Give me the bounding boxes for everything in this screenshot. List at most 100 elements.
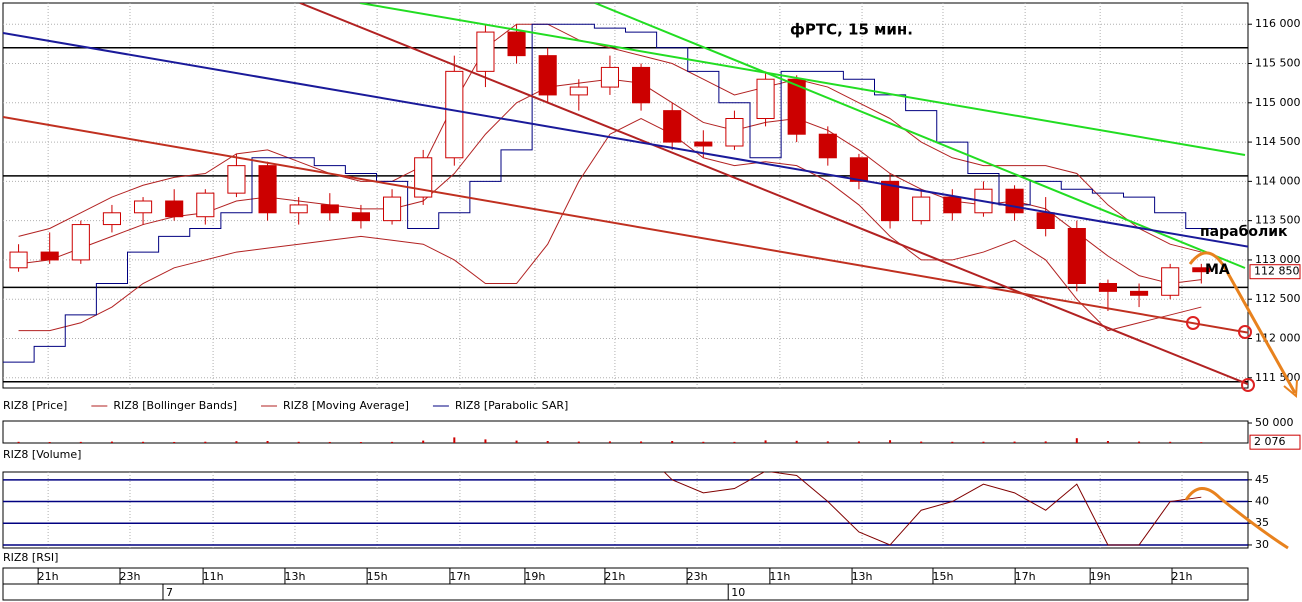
volume-bar <box>17 441 20 443</box>
volume-bar <box>1169 441 1172 443</box>
volume-bar <box>640 441 643 443</box>
x-tick-label: 21h <box>604 570 625 583</box>
candle-body <box>632 66 651 104</box>
y-tick-label: 113 500 <box>1255 214 1301 227</box>
candle-body <box>1130 290 1149 296</box>
volume-bar <box>142 441 145 443</box>
candle-body <box>9 251 28 269</box>
volume-bar <box>1106 441 1109 443</box>
last-value-box <box>1249 434 1301 450</box>
candle-body <box>1067 228 1086 284</box>
legend-label: RIZ8 [Bollinger Bands] <box>113 399 237 412</box>
volume-panel <box>2 420 1249 444</box>
trend-lines <box>3 3 1248 386</box>
candle-body <box>258 165 277 214</box>
candle-body <box>1161 267 1180 296</box>
x-tick-label: 15h <box>932 570 953 583</box>
marker-circle <box>1238 325 1252 339</box>
rsi-panel <box>2 471 1249 549</box>
candle-body <box>912 196 931 222</box>
x-tick-label: 11h <box>203 570 224 583</box>
volume-bar <box>1138 441 1141 443</box>
candle-body <box>943 196 962 214</box>
date-label: 7 <box>166 586 173 599</box>
forecast-arrow <box>1184 487 1289 550</box>
annotation: параболик <box>1200 224 1288 240</box>
x-tick-label: 15h <box>367 570 388 583</box>
y-tick-label: 114 500 <box>1255 135 1301 148</box>
volume-bar <box>795 440 798 443</box>
candle-body <box>320 204 339 214</box>
y-tick-label: 113 000 <box>1255 253 1301 266</box>
candle-body <box>40 251 59 261</box>
volume-bar <box>951 441 954 443</box>
x-tick-label: 23h <box>687 570 708 583</box>
candle-body <box>1098 283 1117 292</box>
volume-bar <box>982 441 985 443</box>
x-tick-label: 21h <box>1172 570 1193 583</box>
candle-body <box>600 66 619 88</box>
annotation: MA <box>1205 262 1230 278</box>
candle-body <box>134 200 153 214</box>
candle-body <box>538 55 557 96</box>
volume-bar <box>1013 441 1016 443</box>
y-tick-label: 45 <box>1255 473 1269 486</box>
legend-label: RIZ8 [Price] <box>3 399 67 412</box>
trend-line <box>3 32 1248 248</box>
candle-body <box>569 86 588 96</box>
candle-body <box>1005 188 1024 214</box>
candle-body <box>227 165 246 194</box>
volume-bar <box>920 441 923 443</box>
volume-bar <box>359 442 362 443</box>
volume-bar <box>1200 442 1203 443</box>
candle-body <box>476 31 495 72</box>
y-tick-label: 114 000 <box>1255 174 1301 187</box>
volume-bar <box>546 441 549 443</box>
volume-bar <box>110 441 113 443</box>
volume-bar <box>764 440 767 443</box>
candle-body <box>725 118 744 147</box>
volume-bar <box>857 441 860 443</box>
x-tick-label: 13h <box>284 570 305 583</box>
y-tick-label: 30 <box>1255 538 1269 551</box>
last-value-label: 112 850 <box>1254 265 1300 278</box>
drawings <box>1184 251 1298 550</box>
volume-bar <box>266 441 269 443</box>
volume-bar <box>1044 441 1047 443</box>
x-tick-label: 21h <box>38 570 59 583</box>
legend-label: RIZ8 [Parabolic SAR] <box>455 399 568 412</box>
candle-body <box>445 70 464 159</box>
y-tick-label: 40 <box>1255 495 1269 508</box>
volume-bar <box>422 440 425 443</box>
candle-body <box>165 200 184 218</box>
y-tick-label: 116 000 <box>1255 17 1301 30</box>
candle-body <box>881 180 900 222</box>
volume-bar <box>577 441 580 443</box>
candle-body <box>818 133 837 159</box>
candle-body <box>289 204 308 214</box>
candle-body <box>663 110 682 143</box>
x-tick-label: 17h <box>449 570 470 583</box>
rsi-line <box>663 472 1202 546</box>
candle-body <box>351 212 370 222</box>
candle-body <box>694 141 713 147</box>
candle-body <box>849 157 868 182</box>
volume-bar <box>79 441 82 443</box>
x-tick-label: 23h <box>120 570 141 583</box>
marker-circle <box>1241 378 1255 392</box>
volume-bar <box>484 439 487 443</box>
candle-body <box>1192 267 1211 273</box>
forecast-arrow <box>1188 251 1297 394</box>
y-tick-label: 111 500 <box>1255 371 1301 384</box>
y-tick-label: 115 500 <box>1255 57 1301 70</box>
plot-layer: 21h 23h 11h 13h 15h 17h 19h 21h 23h 11h 13h 15h 17h 1… <box>3 3 1301 600</box>
arrow-head <box>1283 379 1298 399</box>
y-tick-label: 115 000 <box>1255 96 1301 109</box>
volume-bar <box>453 437 456 443</box>
candle-body <box>507 31 526 57</box>
panel-label: RIZ8 [Volume] <box>3 448 81 461</box>
date-label: 10 <box>731 586 745 599</box>
panel-label: RIZ8 [RSI] <box>3 551 58 564</box>
